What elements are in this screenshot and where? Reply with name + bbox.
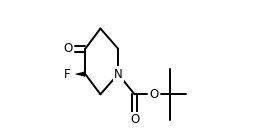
Text: N: N bbox=[114, 68, 122, 81]
Polygon shape bbox=[74, 71, 85, 77]
Text: F: F bbox=[64, 68, 71, 81]
Text: O: O bbox=[149, 88, 158, 101]
Text: O: O bbox=[130, 113, 139, 126]
Text: O: O bbox=[63, 42, 72, 55]
